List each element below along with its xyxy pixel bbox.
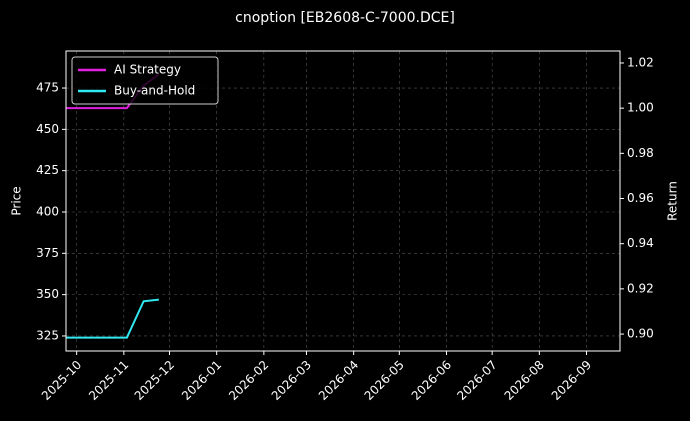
legend-label: Buy-and-Hold [114,84,195,98]
x-tick-label: 2026-01 [179,358,224,403]
y2-tick-label: 0.94 [627,236,654,250]
x-tick-label: 2026-07 [454,358,499,403]
legend-box [71,56,219,105]
x-tick-label: 2025-10 [39,358,84,403]
y2-tick-label: 0.98 [627,146,654,160]
y2-axis-label: Return [666,181,680,221]
y2-tick-label: 1.00 [627,101,654,115]
y-tick-label: 375 [36,246,59,260]
y-tick-label: 350 [36,287,59,301]
x-tick-label: 2026-03 [269,358,314,403]
x-tick-label: 2026-05 [362,358,407,403]
y-tick-label: 400 [36,204,59,218]
legend-label: AI Strategy [114,63,181,77]
x-tick-label: 2026-02 [226,358,271,403]
y2-tick-label: 1.02 [627,55,654,69]
y2-tick-label: 0.96 [627,191,654,205]
y-tick-label: 475 [36,81,59,95]
y2-tick-label: 0.90 [627,327,654,341]
x-tick-label: 2026-06 [409,358,454,403]
y-tick-label: 425 [36,163,59,177]
x-tick-label: 2026-08 [502,358,547,403]
legend: AI Strategy Buy-and-Hold [71,56,219,105]
x-tick-label: 2025-11 [86,358,131,403]
x-tick-label: 2026-04 [316,358,361,403]
x-tick-label: 2026-09 [549,358,594,403]
series-line [66,298,159,339]
plot-frame [65,50,621,352]
y-tick-label: 325 [36,328,59,342]
y-axis-label: Price [10,186,24,215]
chart-title: cnoption [EB2608-C-7000.DCE] [235,10,455,26]
y2-tick-label: 0.92 [627,281,654,295]
y-tick-label: 450 [36,122,59,136]
x-tick-label: 2025-12 [132,358,177,403]
